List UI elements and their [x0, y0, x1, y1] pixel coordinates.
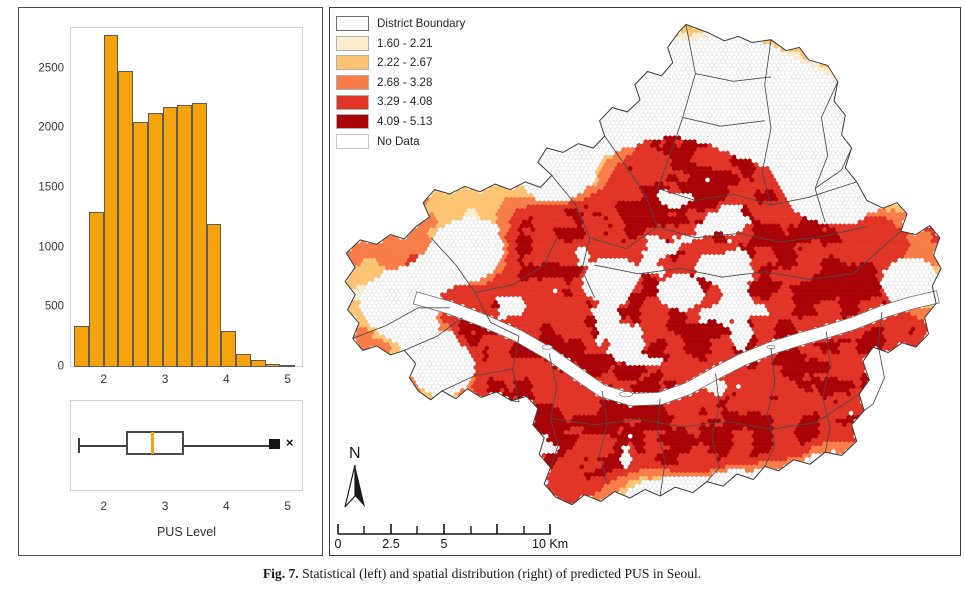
histogram-bar: [103, 35, 119, 367]
histogram-x-tick: 3: [161, 372, 169, 386]
histogram-y-tick: 1000: [38, 240, 64, 253]
boxplot-lower-cap: [78, 438, 81, 453]
histogram-panel: 0 500 1000 1500 2000 2500 2 3 4 5: [19, 8, 324, 386]
histogram-bar: [250, 360, 266, 367]
boxplot-x-tick: 5: [284, 499, 291, 513]
histogram-y-tick: 500: [44, 300, 64, 313]
histogram-y-tick: 0: [57, 360, 64, 373]
boxplot-outlier-marker: ×: [285, 435, 294, 450]
boxplot-outlier-cluster: [269, 439, 281, 449]
histogram-bar: [221, 331, 237, 367]
histogram-bar: [280, 365, 296, 367]
histogram-bar: [162, 106, 178, 367]
histogram-bar: [206, 223, 222, 367]
boxplot-upper-whisker: [184, 445, 270, 447]
histogram-y-tick: 2000: [38, 121, 64, 134]
histogram-bar: [147, 112, 163, 367]
boxplot-lower-whisker: [79, 445, 126, 447]
boxplot-x-tick: 3: [161, 499, 169, 513]
boxplot-median-line: [151, 432, 155, 454]
boxplot-x-tick: 4: [223, 499, 230, 513]
histogram-x-tick: 2: [100, 372, 108, 386]
boxplot-x-tick: 2: [100, 499, 108, 513]
histogram-y-tick: 1500: [38, 181, 64, 194]
histogram-bar: [177, 104, 192, 367]
histogram-x-tick: 5: [284, 372, 291, 386]
histogram-bar: [133, 122, 148, 367]
pus-level-axis-label: PUS Level: [156, 525, 217, 539]
histogram-bar: [89, 211, 104, 367]
seoul-hexbin-map: [344, 23, 942, 506]
histogram-y-tick: 2500: [38, 62, 64, 74]
spatial-map-panel: District Boundary 1.60 - 2.21 2.22 - 2.67 2…: [329, 7, 961, 556]
histogram-bar: [192, 102, 207, 367]
histogram-bar: [74, 326, 89, 367]
statistical-panel: 0 500 1000 1500 2000 2500 2 3 4 5 × 2 3 4 5 PUS Lev…: [18, 7, 323, 556]
histogram-bar: [236, 353, 251, 367]
histogram-bar: [118, 71, 134, 367]
boxplot-panel: × 2 3 4 5 PUS Level: [19, 386, 324, 557]
boxplot-box: [125, 431, 185, 455]
histogram-bar: [265, 364, 281, 367]
histogram-x-tick: 4: [223, 372, 230, 386]
boxplot-glyphs: ×: [70, 400, 303, 491]
